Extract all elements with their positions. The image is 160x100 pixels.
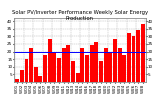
Bar — [24, 59, 28, 82]
Bar — [113, 39, 117, 82]
Text: Solar PV/Inverter Performance Weekly Solar Energy Production: Solar PV/Inverter Performance Weekly Sol… — [12, 10, 148, 21]
Bar — [118, 48, 122, 82]
Bar — [29, 48, 33, 82]
Bar — [15, 79, 19, 82]
Bar — [90, 45, 94, 82]
Bar — [43, 55, 47, 82]
Bar — [127, 33, 131, 82]
Bar — [34, 67, 38, 82]
Bar — [52, 52, 56, 82]
Bar — [71, 61, 75, 82]
Bar — [122, 55, 126, 82]
Bar — [48, 39, 52, 82]
Bar — [94, 42, 98, 82]
Bar — [85, 55, 89, 82]
Bar — [57, 58, 61, 82]
Bar — [62, 48, 66, 82]
Bar — [76, 73, 80, 82]
Bar — [136, 30, 140, 82]
Bar — [141, 24, 145, 82]
Bar — [80, 48, 84, 82]
Bar — [132, 36, 136, 82]
Bar — [99, 61, 103, 82]
Bar — [66, 45, 70, 82]
Bar — [20, 70, 24, 82]
Bar — [104, 48, 108, 82]
Bar — [38, 76, 42, 82]
Bar — [108, 52, 112, 82]
